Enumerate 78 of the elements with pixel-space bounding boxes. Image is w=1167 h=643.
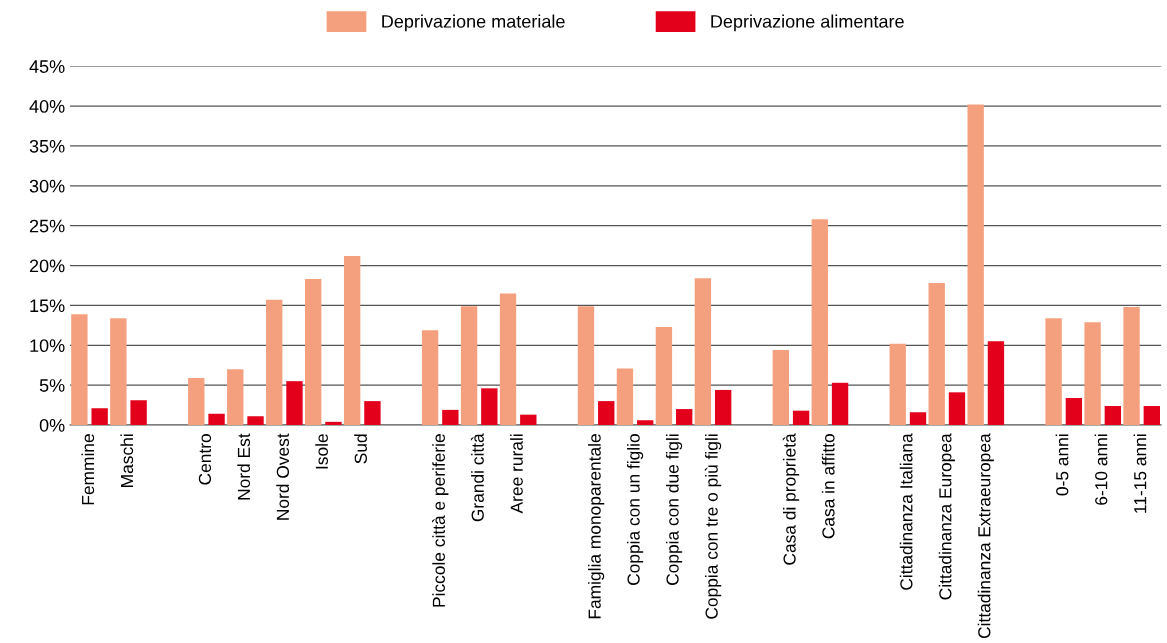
- bar: [811, 219, 828, 426]
- x-tick-label: Grandi città: [470, 433, 484, 522]
- bar: [1084, 322, 1101, 426]
- bar: [1065, 397, 1083, 426]
- bar: [481, 388, 498, 426]
- x-tick-label: Casa di proprietà: [782, 433, 800, 565]
- bar: [227, 369, 244, 426]
- bar: [655, 326, 673, 426]
- x-tick-label: Sud: [354, 434, 367, 464]
- x-tick-label: Centro: [198, 434, 212, 485]
- bar: [831, 382, 849, 426]
- bar: [188, 377, 205, 426]
- bar: [889, 343, 906, 426]
- y-tick-label: 45%: [29, 60, 65, 73]
- x-tick-label: Famiglia monoparentale: [588, 434, 605, 619]
- x-tick-label: Nord Est: [237, 433, 251, 500]
- x-tick-label: Cittadinanza Europea: [938, 433, 955, 600]
- bar: [499, 293, 517, 426]
- bar: [714, 389, 732, 426]
- bar: [694, 278, 712, 426]
- bar: [616, 368, 634, 426]
- y-tick-label: 0%: [39, 418, 65, 432]
- x-tick-label: 11-15 anni: [1133, 434, 1147, 513]
- bar: [928, 283, 945, 426]
- bar: [421, 330, 439, 426]
- bar: [286, 381, 303, 426]
- bar: [1104, 405, 1122, 426]
- bar: [71, 314, 88, 426]
- x-tick-label: Isole: [315, 434, 328, 469]
- bar: [343, 255, 361, 426]
- x-tick-label: Aree rurali: [510, 434, 523, 514]
- bar: [967, 104, 984, 426]
- bar: [772, 350, 790, 426]
- bar: [364, 401, 381, 426]
- x-tick-label: Nord Ovest: [276, 433, 290, 520]
- bar: [909, 412, 927, 426]
- x-tick-label: Cittadinanza Extraeuropea: [977, 433, 994, 639]
- x-tick-label: Coppia con tre o più figli: [704, 434, 722, 619]
- bar: [792, 410, 810, 426]
- bar: [130, 400, 147, 426]
- bar: [442, 409, 459, 426]
- x-tick-label: Coppia con un figlio: [626, 434, 644, 585]
- bar: [208, 413, 225, 426]
- bar: [598, 401, 615, 426]
- x-tick-label: Maschi: [120, 434, 134, 487]
- bar: [987, 341, 1005, 426]
- bar: [520, 414, 537, 426]
- x-tick-label: 6-10 anni: [1094, 434, 1108, 505]
- bar: [91, 408, 108, 426]
- y-tick-label: 40%: [29, 100, 65, 113]
- bar: [1143, 405, 1160, 426]
- bar: [305, 279, 322, 426]
- y-tick-label: 5%: [39, 379, 65, 392]
- x-tick-label: Cittadinanza Italiana: [899, 433, 913, 590]
- y-tick-label: 30%: [29, 179, 65, 193]
- bar: [325, 421, 342, 426]
- bar: [266, 299, 283, 426]
- x-tick-label: Femmine: [81, 434, 95, 505]
- y-tick-label: 15%: [30, 299, 65, 313]
- bar: [247, 416, 264, 426]
- y-tick-label: 35%: [29, 139, 65, 153]
- bar: [1123, 307, 1140, 426]
- x-tick-label: 0-5 anni: [1055, 434, 1069, 496]
- bar: [948, 392, 966, 426]
- legend-label: Deprivazione materiale: [382, 14, 565, 32]
- bar: [110, 318, 127, 426]
- x-tick-label: Coppia con due figli: [665, 434, 683, 585]
- x-tick-label: Casa in affitto: [821, 434, 835, 539]
- bar: [637, 420, 654, 426]
- bar: [460, 306, 478, 426]
- legend-label: Deprivazione alimentare: [711, 14, 904, 32]
- y-tick-label: 10%: [30, 339, 65, 353]
- x-tick-label: Piccole città e periferie: [432, 434, 449, 607]
- y-tick-label: 25%: [29, 219, 65, 233]
- bar: [577, 306, 595, 426]
- bar: [676, 409, 693, 426]
- bar: [1045, 318, 1062, 426]
- y-tick-label: 20%: [29, 259, 65, 273]
